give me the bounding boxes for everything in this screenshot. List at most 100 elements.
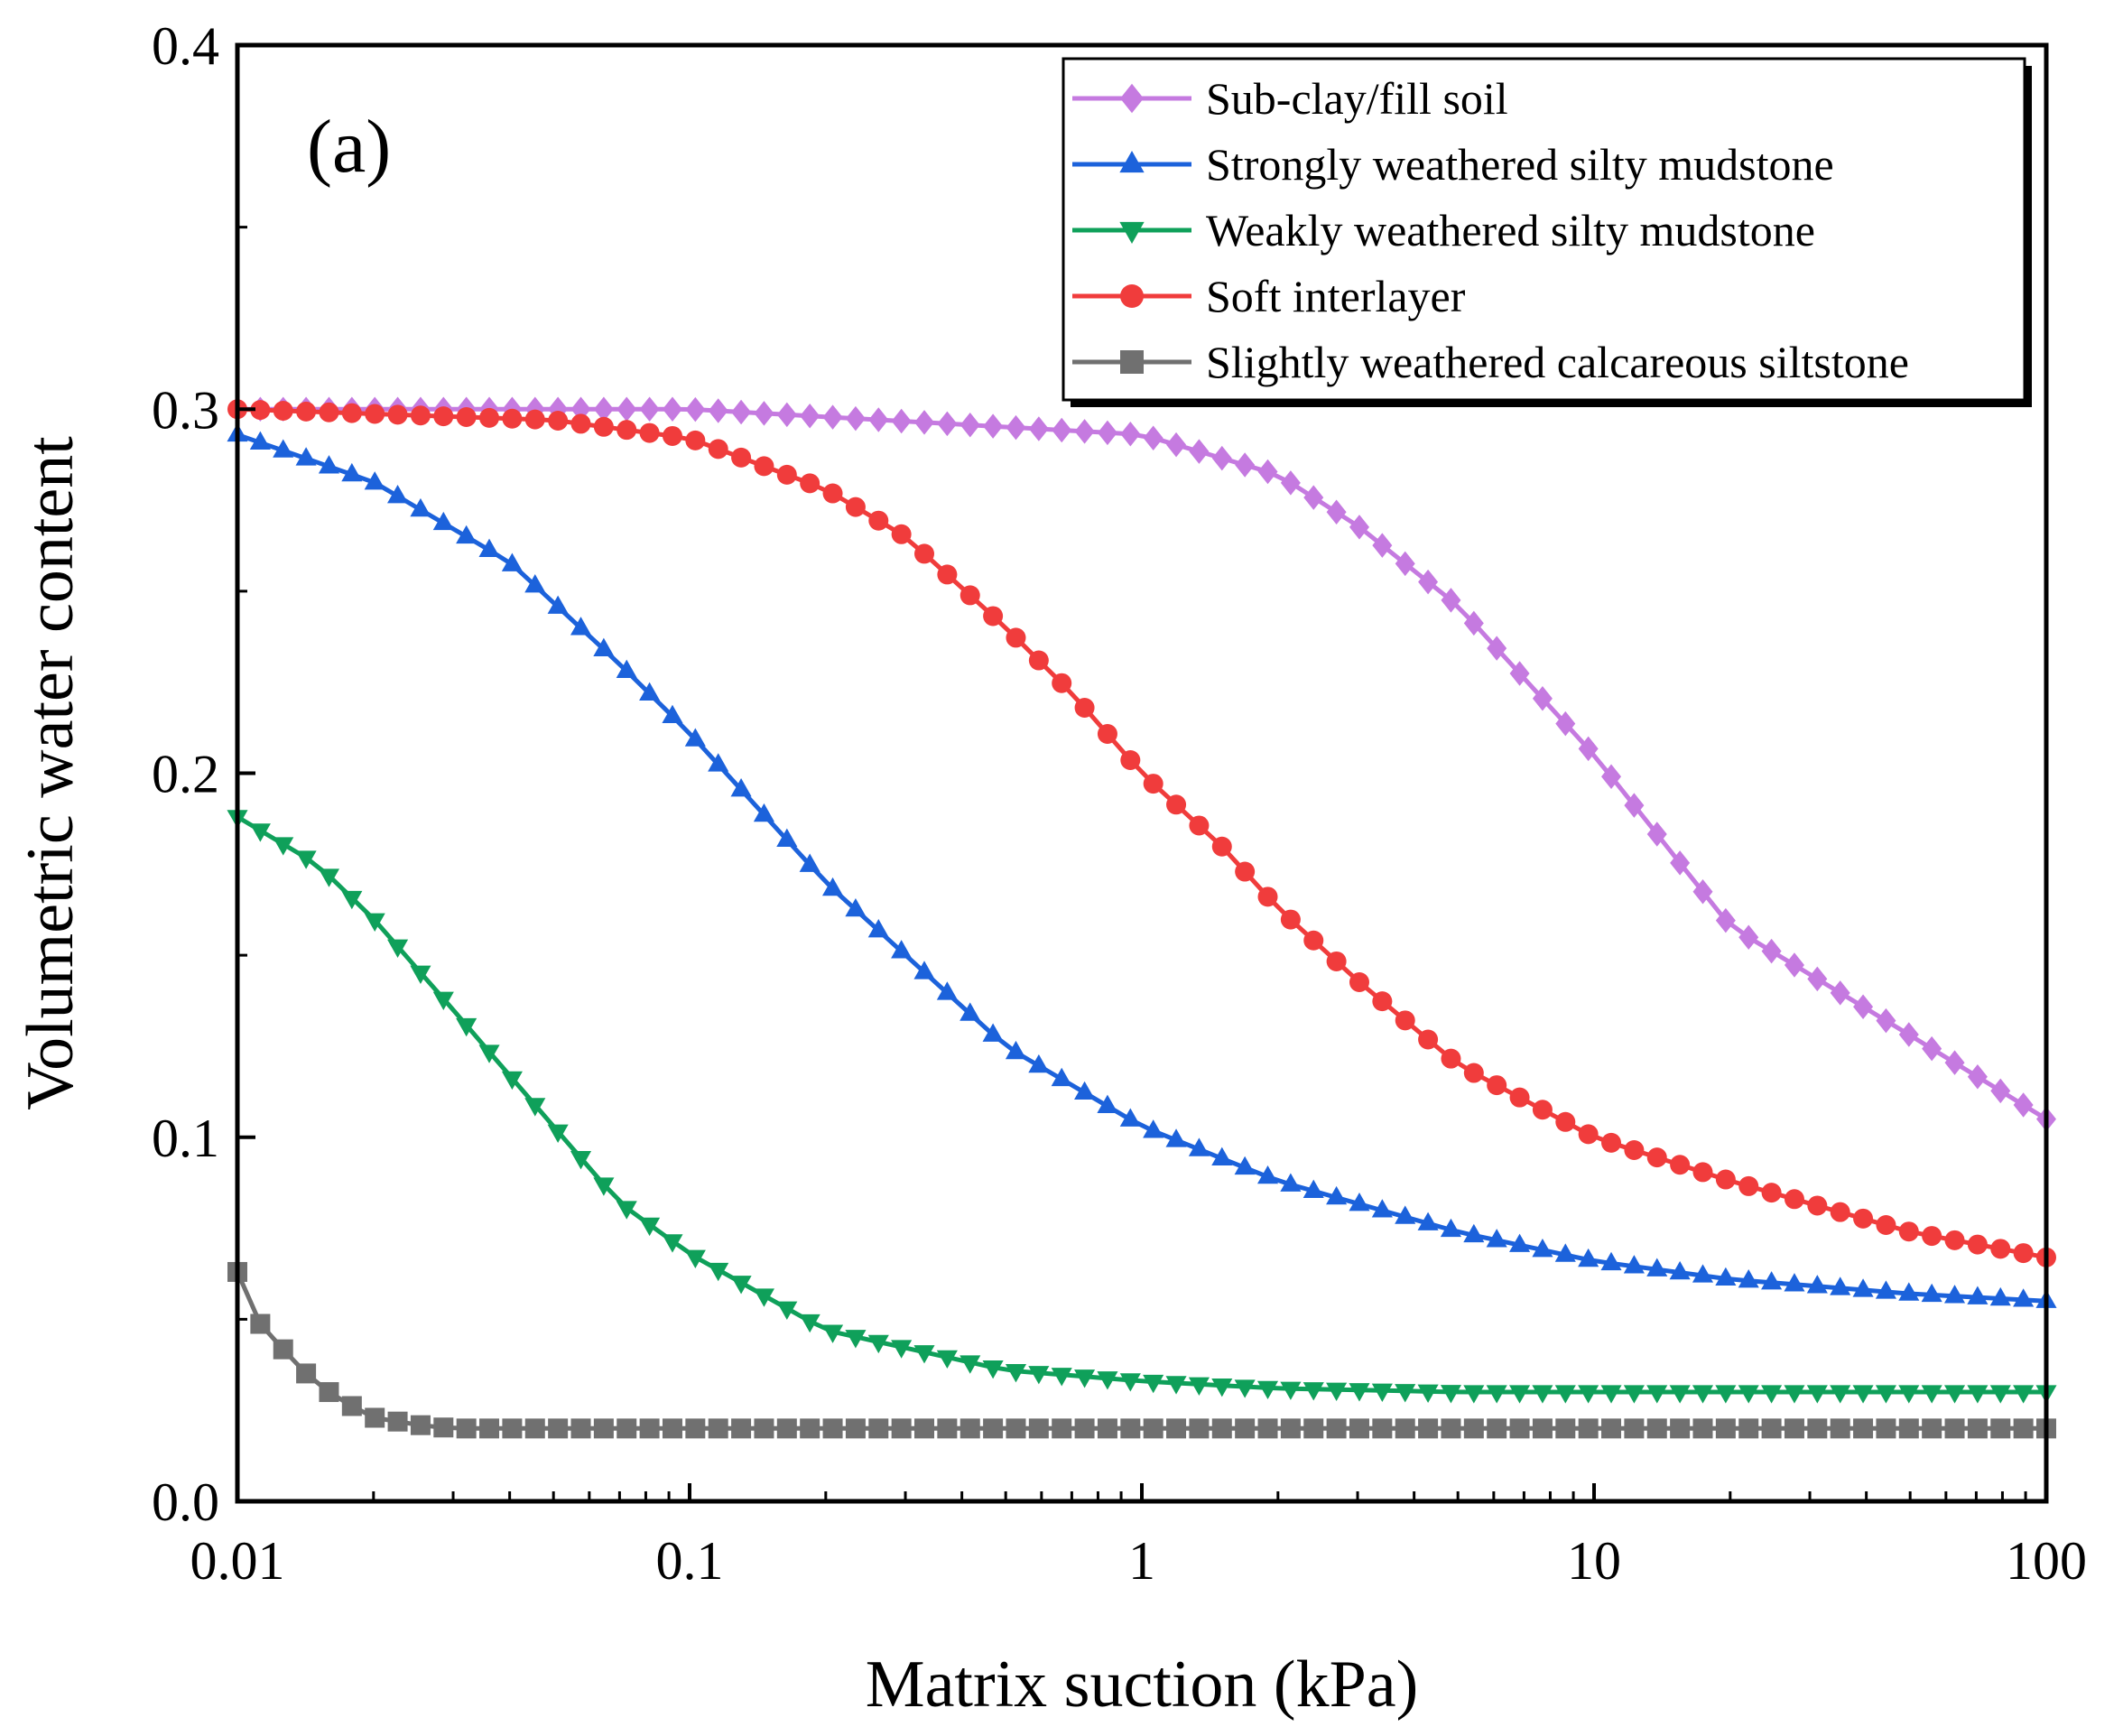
y-tick-label: 0.3 bbox=[152, 380, 219, 440]
series-marker bbox=[1326, 951, 1347, 971]
series-marker bbox=[1876, 1418, 1896, 1439]
series-marker bbox=[1371, 1199, 1393, 1218]
series-marker bbox=[639, 1217, 661, 1237]
series-marker bbox=[731, 1418, 752, 1439]
series-marker bbox=[593, 396, 614, 422]
series-marker bbox=[617, 396, 637, 422]
series-marker bbox=[319, 402, 339, 422]
series-marker bbox=[960, 585, 980, 606]
series-marker bbox=[1166, 1418, 1187, 1439]
x-axis-title: Matrix suction (kPa) bbox=[866, 1648, 1418, 1722]
series-marker bbox=[1417, 1384, 1439, 1404]
series-marker bbox=[1074, 1081, 1096, 1100]
series-marker bbox=[1646, 1418, 1667, 1439]
series-marker bbox=[1670, 1155, 1691, 1175]
series-marker bbox=[1898, 1385, 1920, 1404]
series-marker bbox=[1395, 1384, 1416, 1403]
series-marker bbox=[2013, 1092, 2034, 1118]
series-marker bbox=[960, 1418, 980, 1439]
series-marker bbox=[456, 1017, 477, 1037]
series-marker bbox=[2013, 1243, 2034, 1264]
series-marker bbox=[1395, 1418, 1415, 1439]
series-marker bbox=[1120, 422, 1141, 447]
series-marker bbox=[1441, 588, 1461, 613]
series-marker bbox=[1967, 1234, 1988, 1255]
series-marker bbox=[273, 401, 293, 422]
series-marker bbox=[960, 1355, 981, 1374]
series-marker bbox=[1211, 1378, 1233, 1397]
series-marker bbox=[1555, 710, 1576, 737]
series-marker bbox=[1646, 1258, 1668, 1276]
series-marker bbox=[295, 850, 317, 869]
series-marker bbox=[1441, 1418, 1461, 1439]
series-marker bbox=[1395, 1205, 1416, 1224]
series-marker bbox=[1280, 1381, 1302, 1400]
series-marker bbox=[685, 430, 706, 450]
series-marker bbox=[914, 410, 935, 435]
series-marker bbox=[433, 406, 454, 427]
series-marker bbox=[1669, 1385, 1691, 1404]
series-marker bbox=[1738, 1385, 1759, 1404]
series-marker bbox=[937, 411, 958, 437]
series-marker bbox=[983, 413, 1004, 439]
series-marker bbox=[1326, 1382, 1348, 1401]
series-marker bbox=[708, 439, 728, 460]
series-marker bbox=[800, 404, 820, 429]
series-marker bbox=[1463, 610, 1484, 636]
series-marker bbox=[548, 1418, 569, 1439]
series-marker bbox=[1074, 1369, 1096, 1388]
series-marker bbox=[1600, 1385, 1622, 1404]
legend-label: Slightly weathered calcareous siltstone bbox=[1206, 337, 1909, 387]
series-marker bbox=[822, 483, 843, 504]
series-marker bbox=[708, 398, 728, 423]
series-marker bbox=[1097, 420, 1117, 446]
series-marker bbox=[1578, 1124, 1599, 1145]
series-marker bbox=[1578, 736, 1599, 762]
series-marker bbox=[1990, 1418, 2011, 1439]
series-marker bbox=[250, 400, 271, 421]
series-marker bbox=[1715, 907, 1736, 933]
series-marker bbox=[1784, 1385, 1805, 1404]
series-marker bbox=[502, 1418, 523, 1439]
series-marker bbox=[1211, 1147, 1233, 1165]
series-marker bbox=[1853, 1418, 1874, 1439]
series-marker bbox=[1830, 1385, 1851, 1404]
series-marker bbox=[1165, 1128, 1187, 1147]
series-marker bbox=[1921, 1283, 1942, 1303]
series-marker bbox=[1165, 1376, 1187, 1395]
series-marker bbox=[1119, 1108, 1141, 1127]
series-marker bbox=[731, 447, 752, 468]
series-marker bbox=[1211, 836, 1232, 857]
series-marker bbox=[1989, 1385, 2011, 1404]
series-marker bbox=[1852, 1278, 1874, 1297]
series-marker bbox=[822, 1418, 843, 1439]
series-marker bbox=[1715, 1169, 1736, 1190]
series-marker bbox=[753, 803, 774, 822]
series-marker bbox=[754, 1418, 774, 1439]
series-marker bbox=[1463, 1418, 1484, 1439]
series-marker bbox=[1120, 1418, 1141, 1439]
series-marker bbox=[593, 1177, 615, 1196]
x-tick-label: 0.01 bbox=[190, 1531, 285, 1591]
legend-marker bbox=[1119, 151, 1145, 173]
series-marker bbox=[1440, 1385, 1462, 1404]
series-marker bbox=[1670, 1418, 1691, 1439]
series-marker bbox=[570, 1418, 591, 1439]
series-marker bbox=[684, 728, 706, 747]
series-marker bbox=[616, 659, 637, 678]
series-marker bbox=[273, 1339, 293, 1360]
series-marker bbox=[913, 1345, 935, 1364]
series-marker bbox=[1875, 1280, 1896, 1299]
series-marker bbox=[662, 1418, 682, 1439]
series-marker bbox=[708, 1262, 729, 1282]
series-marker bbox=[1119, 1373, 1141, 1392]
series-marker bbox=[1005, 1364, 1027, 1383]
series-marker bbox=[983, 606, 1004, 627]
series-marker bbox=[662, 425, 682, 446]
ticks-layer: 0.0 0.1 0.2 0.3 0.4 0.01 0.1 1 10 100 bbox=[152, 16, 2087, 1591]
series-marker bbox=[1624, 1418, 1645, 1439]
series-marker bbox=[891, 408, 912, 434]
x-tick-label: 10 bbox=[1567, 1531, 1621, 1591]
y-tick-label: 0.4 bbox=[152, 16, 219, 76]
series-marker bbox=[845, 497, 866, 517]
